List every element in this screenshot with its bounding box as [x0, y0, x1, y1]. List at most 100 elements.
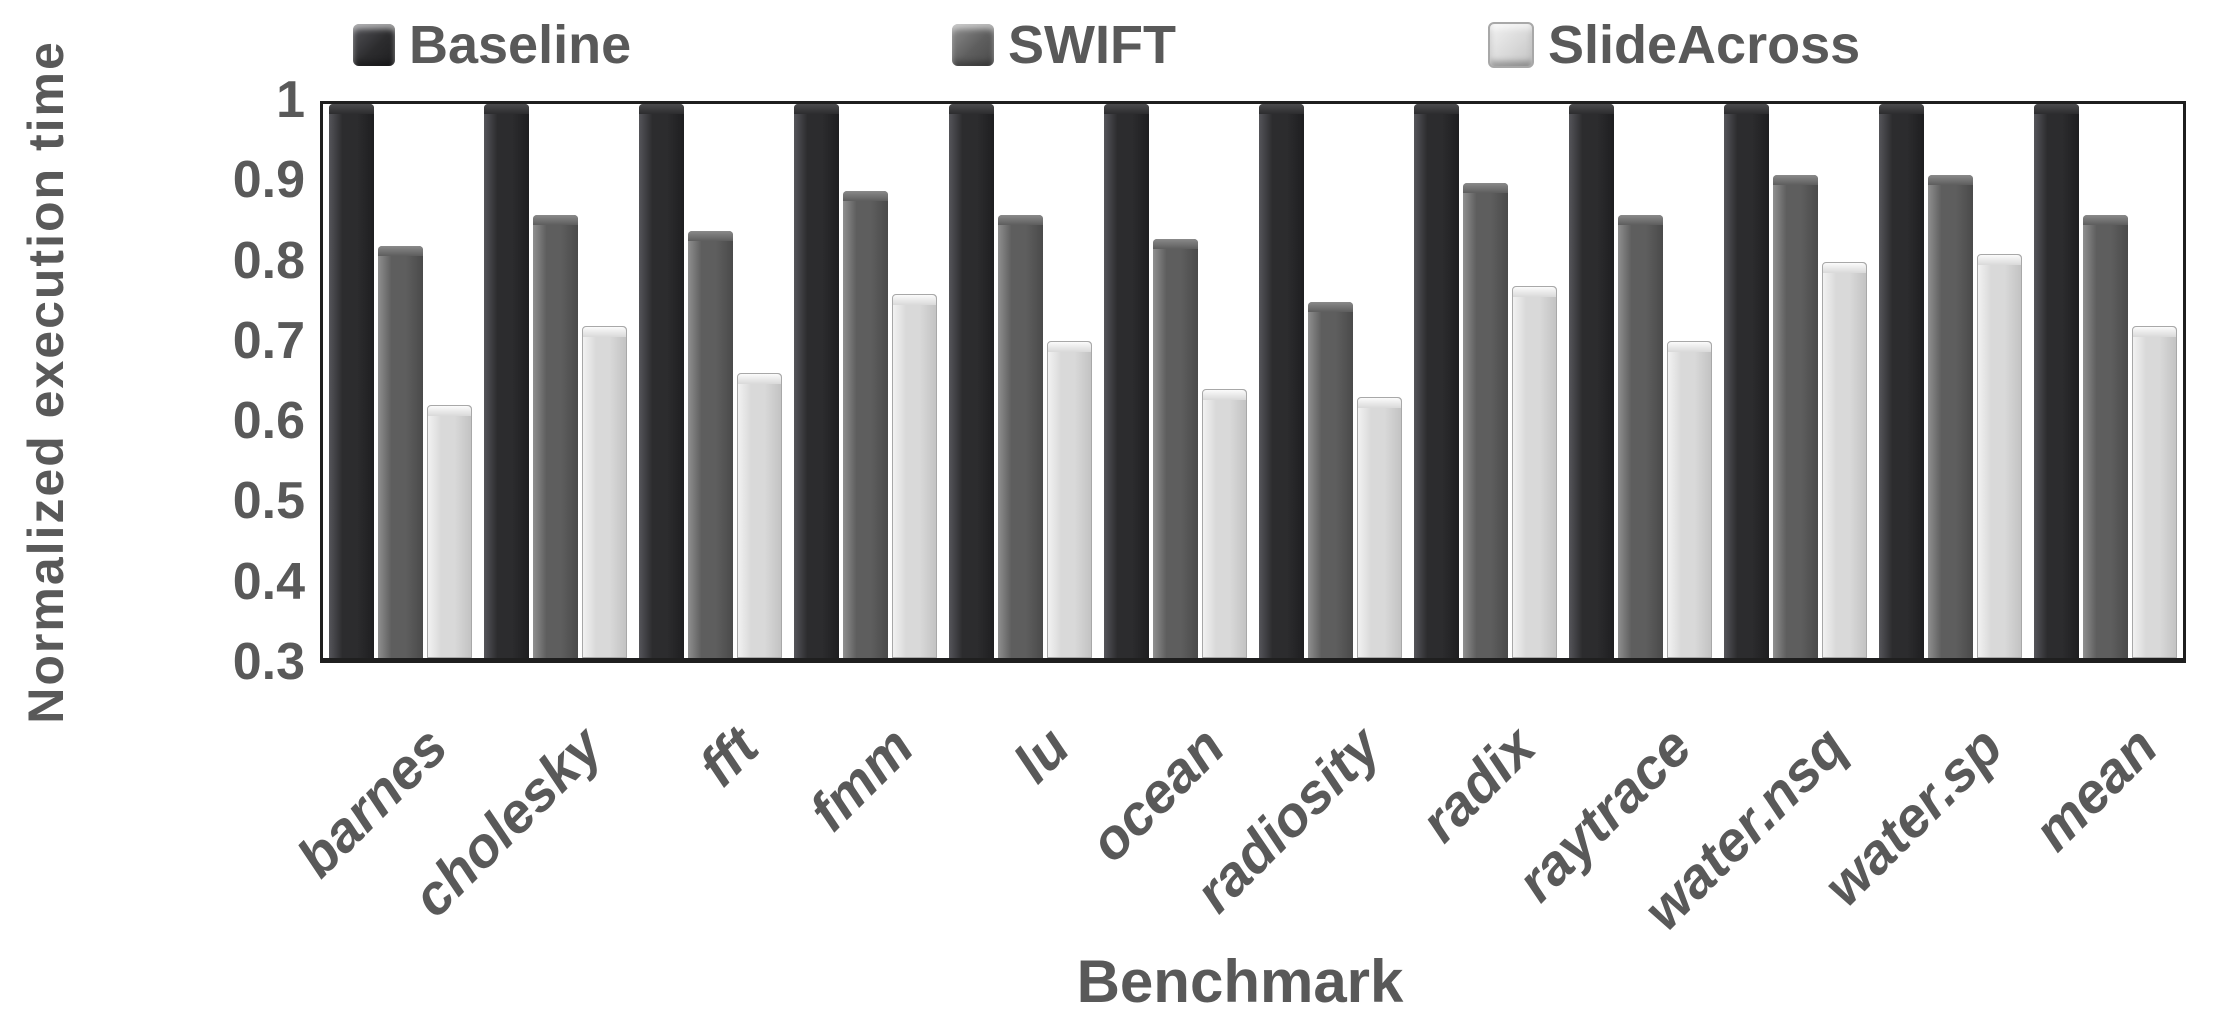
x-tick-label-barnes: barnes: [284, 714, 459, 889]
legend-label: SWIFT: [1008, 15, 1176, 75]
legend-item-slideacross: SlideAcross: [1488, 18, 1860, 72]
bar-swift-raytrace: [1618, 214, 1663, 658]
bar-slideacross-barnes: [427, 404, 472, 658]
bar-swift-ocean: [1153, 238, 1198, 658]
bar-slideacross-cholesky: [582, 325, 627, 658]
bar-top-bevel: [1259, 104, 1304, 114]
bar-top-bevel: [1104, 104, 1149, 114]
bar-group-lu: [943, 104, 1098, 658]
bar-baseline-raytrace: [1569, 104, 1614, 658]
bar-swift-barnes: [378, 246, 423, 658]
bar-top-bevel: [2083, 214, 2128, 225]
y-tick-label: 1: [276, 71, 305, 129]
bar-group-fft: [633, 104, 788, 658]
bar-group-water-nsq: [1718, 104, 1873, 658]
bar-slideacross-raytrace: [1667, 341, 1712, 658]
bar-swift-fft: [688, 230, 733, 658]
bar-group-radix: [1408, 104, 1563, 658]
bar-baseline-ocean: [1104, 104, 1149, 658]
bar-baseline-fmm: [794, 104, 839, 658]
bar-baseline-barnes: [329, 104, 374, 658]
legend-swatch-icon: [1488, 22, 1534, 68]
bar-top-bevel: [1513, 287, 1556, 298]
bar-top-bevel: [1928, 175, 1973, 186]
bar-swift-water-nsq: [1773, 175, 1818, 658]
bar-top-bevel: [2133, 326, 2176, 337]
legend-item-swift: SWIFT: [952, 18, 1176, 72]
bar-baseline-mean: [2034, 104, 2079, 658]
bar-slideacross-radiosity: [1357, 396, 1402, 658]
bar-top-bevel: [1773, 175, 1818, 186]
bar-top-bevel: [583, 326, 626, 337]
legend-swatch-icon: [353, 24, 395, 66]
bar-top-bevel: [428, 405, 471, 416]
bar-top-bevel: [1203, 389, 1246, 400]
bar-group-water-sp: [1873, 104, 2028, 658]
y-tick-label: 0.8: [232, 231, 305, 290]
bar-top-bevel: [1153, 238, 1198, 249]
bar-baseline-fft: [639, 104, 684, 658]
bar-group-ocean: [1098, 104, 1253, 658]
bar-top-bevel: [949, 104, 994, 114]
y-tick-label: 0.6: [232, 392, 305, 451]
x-axis-title: Benchmark: [1076, 948, 1404, 1015]
bar-group-barnes: [323, 104, 478, 658]
bar-swift-lu: [998, 214, 1043, 658]
bar-top-bevel: [1668, 342, 1711, 353]
y-axis-title: Normalized execution time: [18, 40, 74, 724]
bar-top-bevel: [378, 246, 423, 257]
legend-label: SlideAcross: [1548, 15, 1861, 75]
bar-top-bevel: [2034, 104, 2079, 114]
y-tick-label: 0.9: [232, 151, 305, 210]
bar-top-bevel: [998, 214, 1043, 225]
bar-group-raytrace: [1563, 104, 1718, 658]
bar-top-bevel: [1358, 397, 1401, 408]
bar-slideacross-ocean: [1202, 388, 1247, 658]
bar-top-bevel: [893, 294, 936, 305]
legend-swatch-icon: [952, 24, 994, 66]
bar-slideacross-radix: [1512, 286, 1557, 658]
legend-item-baseline: Baseline: [353, 18, 631, 72]
legend-label: Baseline: [409, 15, 632, 75]
bar-top-bevel: [329, 104, 374, 114]
bar-top-bevel: [843, 191, 888, 202]
bar-top-bevel: [1823, 263, 1866, 274]
bar-top-bevel: [1618, 214, 1663, 225]
bar-slideacross-water-sp: [1977, 254, 2022, 658]
y-tick-label: 0.4: [232, 552, 305, 611]
bar-top-bevel: [484, 104, 529, 114]
y-tick-label: 0.5: [232, 472, 305, 531]
bar-baseline-cholesky: [484, 104, 529, 658]
bar-slideacross-water-nsq: [1822, 262, 1867, 658]
bar-swift-cholesky: [533, 214, 578, 658]
bar-group-radiosity: [1253, 104, 1408, 658]
bar-slideacross-fft: [737, 373, 782, 658]
plot-area: [320, 101, 2186, 663]
bar-top-bevel: [1414, 104, 1459, 114]
bar-slideacross-lu: [1047, 341, 1092, 658]
bar-top-bevel: [1724, 104, 1769, 114]
bar-top-bevel: [1308, 301, 1353, 312]
bar-swift-fmm: [843, 191, 888, 658]
bar-baseline-water-nsq: [1724, 104, 1769, 658]
bar-top-bevel: [533, 214, 578, 225]
bar-baseline-radiosity: [1259, 104, 1304, 658]
bar-swift-water-sp: [1928, 175, 1973, 658]
y-tick-label: 0.7: [232, 311, 305, 370]
bar-top-bevel: [688, 230, 733, 241]
bar-swift-radix: [1463, 183, 1508, 658]
bar-group-fmm: [788, 104, 943, 658]
bar-top-bevel: [639, 104, 684, 114]
bar-swift-mean: [2083, 214, 2128, 658]
bar-swift-radiosity: [1308, 301, 1353, 658]
y-tick-label: 0.3: [232, 633, 305, 691]
bar-top-bevel: [1569, 104, 1614, 114]
bar-baseline-lu: [949, 104, 994, 658]
bar-slideacross-mean: [2132, 325, 2177, 658]
bar-slideacross-fmm: [892, 293, 937, 658]
bar-top-bevel: [1463, 183, 1508, 194]
bar-baseline-water-sp: [1879, 104, 1924, 658]
bar-baseline-radix: [1414, 104, 1459, 658]
bar-top-bevel: [794, 104, 839, 114]
